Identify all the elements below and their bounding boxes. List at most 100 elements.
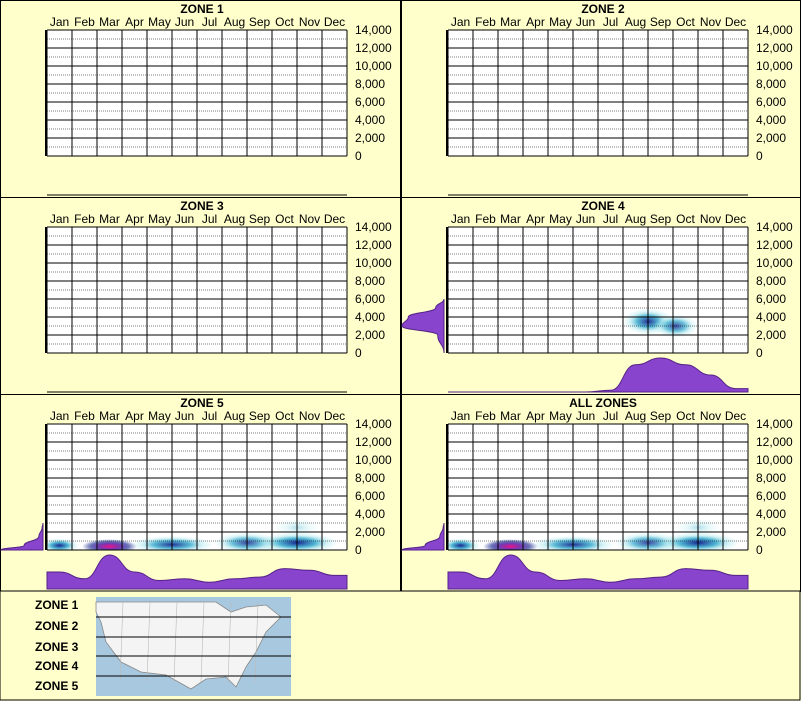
month-tick-label: Sep (249, 212, 271, 226)
month-tick-label: Sep (249, 15, 271, 29)
month-tick-label: Jul (603, 409, 618, 423)
panel-title: ALL ZONES (569, 396, 637, 410)
panel-title: ZONE 2 (581, 2, 625, 16)
month-tick-label: Apr (125, 15, 144, 29)
month-tick-label: Mar (99, 15, 120, 29)
plot-grid (446, 226, 749, 354)
elevation-tick-label: 2,000 (756, 525, 786, 539)
elevation-tick-label: 2,000 (355, 131, 385, 145)
month-tick-label: Oct (275, 15, 294, 29)
month-tick-label: Nov (700, 212, 721, 226)
month-tick-label: Feb (475, 409, 496, 423)
month-tick-label: Aug (224, 409, 245, 423)
elevation-tick-label: 6,000 (355, 292, 385, 306)
elevation-tick-label: 0 (756, 149, 763, 163)
elevation-tick-label: 8,000 (756, 471, 786, 485)
elevation-tick-label: 0 (355, 543, 362, 557)
month-tick-label: Apr (526, 409, 545, 423)
month-tick-label: Dec (324, 212, 345, 226)
map-state-line (173, 601, 178, 683)
month-tick-label: Feb (475, 212, 496, 226)
month-tick-label: Apr (526, 15, 545, 29)
month-tick-label: Jun (576, 212, 595, 226)
zone-legend: ZONE 1 ZONE 2 ZONE 3 ZONE 4 ZONE 5 (0, 590, 801, 701)
elevation-tick-label: 10,000 (355, 453, 392, 467)
elevation-tick-label: 2,000 (355, 525, 385, 539)
elevation-tick-label: 6,000 (756, 489, 786, 503)
elevation-density-area (0, 522, 44, 551)
map-state-line (254, 601, 259, 683)
month-tick-label: Aug (625, 409, 646, 423)
elevation-tick-label: 4,000 (756, 310, 786, 324)
month-tick-label: Dec (725, 409, 746, 423)
month-tick-label: Nov (299, 212, 320, 226)
map-state-line (119, 601, 124, 683)
elevation-tick-label: 6,000 (355, 489, 385, 503)
month-tick-label: Mar (500, 409, 521, 423)
elevation-tick-label: 6,000 (355, 95, 385, 109)
elevation-tick-label: 14,000 (355, 23, 392, 37)
elevation-tick-label: 6,000 (756, 292, 786, 306)
elevation-tick-label: 14,000 (355, 417, 392, 431)
month-tick-label: Jun (175, 409, 194, 423)
panel-title: ZONE 5 (180, 396, 224, 410)
month-tick-label: Jul (202, 212, 217, 226)
month-tick-label: May (148, 15, 171, 29)
month-tick-label: Apr (526, 212, 545, 226)
zone-panel: ZONE 5 Jan Feb Mar Apr May Jun Jul Aug Sep Oct Nov D… (0, 394, 401, 592)
zone-panel: ZONE 3 Jan Feb Mar Apr May Jun Jul Aug Sep Oct Nov D… (0, 197, 401, 395)
elevation-tick-label: 4,000 (355, 113, 385, 127)
plot-grid (446, 423, 749, 551)
month-tick-label: Dec (725, 15, 746, 29)
month-tick-label: Sep (650, 15, 672, 29)
month-tick-label: Sep (249, 409, 271, 423)
month-tick-label: Oct (275, 409, 294, 423)
map-land (95, 601, 282, 690)
month-tick-label: Oct (275, 212, 294, 226)
heat-spot (448, 538, 480, 550)
elevation-tick-label: 2,000 (756, 328, 786, 342)
month-tick-label: May (549, 15, 572, 29)
month-tick-label: May (148, 409, 171, 423)
month-tick-label: Dec (324, 409, 345, 423)
elevation-tick-label: 12,000 (355, 238, 392, 252)
elevation-tick-label: 4,000 (756, 507, 786, 521)
month-tick-label: Oct (676, 212, 695, 226)
month-density-area (46, 554, 348, 590)
elevation-tick-label: 4,000 (756, 113, 786, 127)
elevation-tick-label: 0 (355, 346, 362, 360)
elevation-tick-label: 8,000 (756, 274, 786, 288)
month-tick-label: Jan (50, 15, 69, 29)
elevation-tick-label: 0 (355, 149, 362, 163)
month-tick-label: Dec (725, 212, 746, 226)
panel-title: ZONE 1 (180, 2, 224, 16)
elevation-density-area (401, 298, 445, 354)
zone-panel: ZONE 1 Jan Feb Mar Apr May Jun Jul Aug Sep Oct Nov D… (0, 0, 401, 198)
month-tick-label: Sep (650, 409, 672, 423)
plot-grid (45, 29, 348, 157)
month-tick-label: Dec (324, 15, 345, 29)
month-tick-label: Mar (500, 212, 521, 226)
zone-panel: ALL ZONES Jan Feb Mar Apr May Jun Jul Aug Sep Oct N… (401, 394, 801, 592)
month-tick-label: Aug (625, 212, 646, 226)
elevation-tick-label: 8,000 (355, 471, 385, 485)
elevation-tick-label: 0 (756, 346, 763, 360)
month-tick-label: Nov (700, 15, 721, 29)
month-tick-label: Aug (224, 15, 245, 29)
heat-spot (653, 314, 698, 338)
month-tick-label: Feb (74, 212, 95, 226)
month-tick-label: May (148, 212, 171, 226)
month-density-area (447, 554, 749, 590)
month-tick-label: Feb (475, 15, 496, 29)
legend-zone-5-label: ZONE 5 (35, 679, 79, 693)
elevation-tick-label: 14,000 (756, 23, 793, 37)
month-tick-label: Nov (700, 409, 721, 423)
elevation-tick-label: 4,000 (355, 310, 385, 324)
plot-grid (45, 423, 348, 551)
month-tick-label: Apr (125, 212, 144, 226)
elevation-tick-label: 10,000 (756, 453, 793, 467)
month-tick-label: Mar (500, 15, 521, 29)
legend-zone-3-label: ZONE 3 (35, 640, 79, 654)
panel-title: ZONE 4 (581, 199, 625, 213)
